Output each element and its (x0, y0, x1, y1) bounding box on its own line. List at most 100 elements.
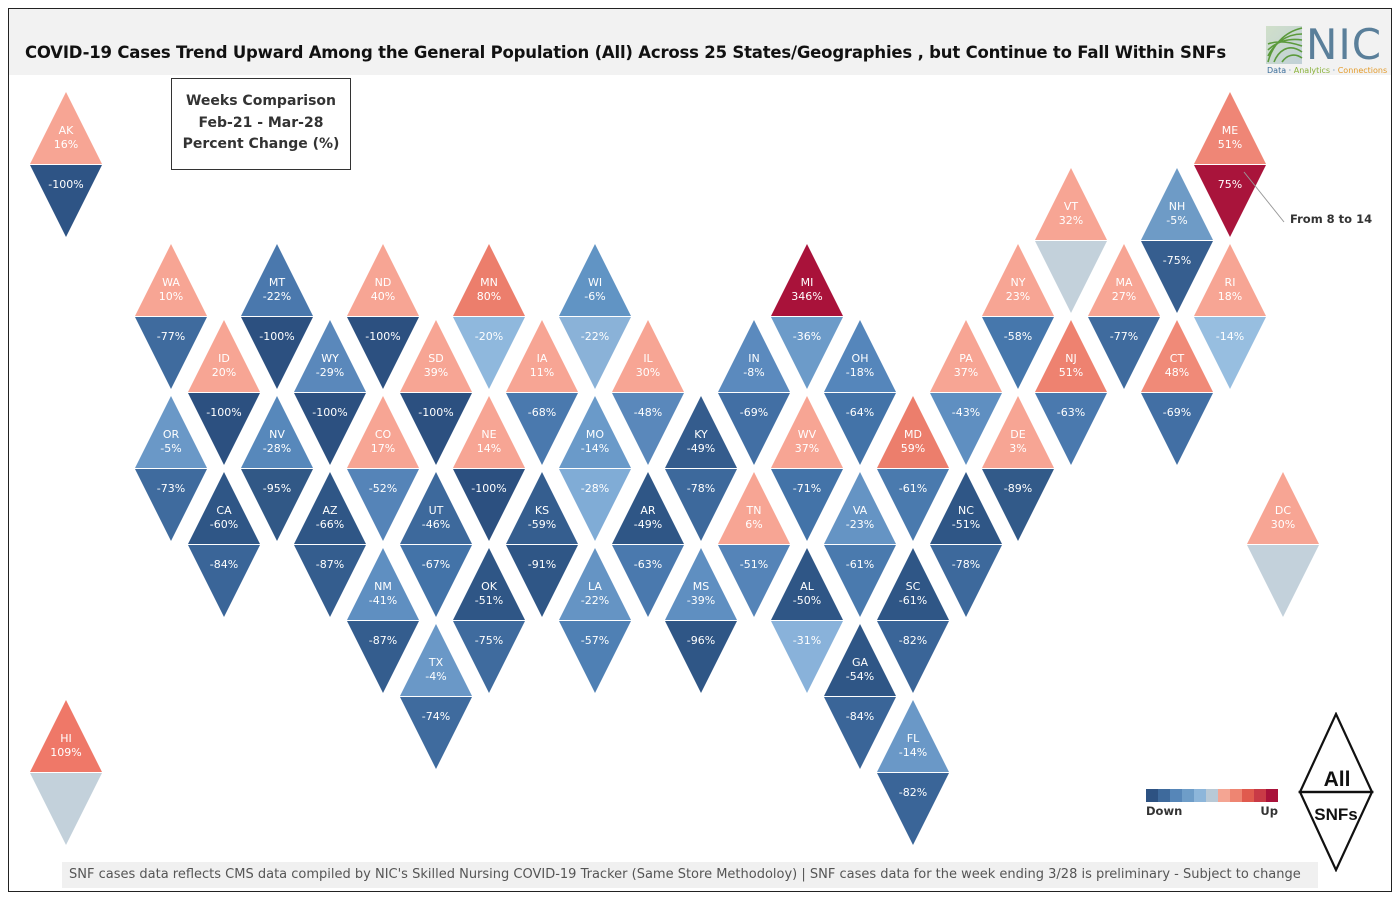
state-abbr-label: AL (800, 580, 815, 593)
snf-triangle (135, 317, 207, 389)
all-change-label: 11% (530, 366, 554, 379)
snf-change-label: -75% (1163, 254, 1191, 267)
state-tile-ga: GA-54% -84% (824, 624, 896, 769)
state-tile-mt: MT-22% -100% (241, 244, 313, 389)
snf-change-label: -67% (422, 558, 450, 571)
all-change-label: -28% (263, 442, 291, 455)
all-change-label: -23% (846, 518, 874, 531)
snf-change-label: -61% (846, 558, 874, 571)
snf-change-label: -57% (581, 634, 609, 647)
snf-change-label: -77% (157, 330, 185, 343)
snf-change-label: 75% (1218, 178, 1242, 191)
all-change-label: 37% (795, 442, 819, 455)
state-abbr-label: NM (374, 580, 392, 593)
snf-change-label: -91% (528, 558, 556, 571)
all-change-label: 30% (636, 366, 660, 379)
title-bar: COVID-19 Cases Trend Upward Among the Ge… (9, 9, 1391, 75)
callout-label: From 8 to 14 (1290, 212, 1373, 226)
color-scale-bar (1146, 789, 1278, 802)
snf-triangle (188, 545, 260, 617)
snf-triangle (930, 545, 1002, 617)
scale-down-label: Down (1146, 804, 1183, 818)
snf-change-label: -84% (846, 710, 874, 723)
state-abbr-label: WY (321, 352, 339, 365)
snf-triangle (506, 393, 578, 465)
all-population-triangle (347, 548, 419, 620)
all-change-label: 32% (1059, 214, 1083, 227)
snf-change-label: -14% (1216, 330, 1244, 343)
all-change-label: -4% (425, 670, 446, 683)
snf-triangle (718, 393, 790, 465)
snfs-key-label: SNFs (1314, 805, 1357, 824)
scale-swatch (1254, 789, 1266, 802)
all-population-triangle (930, 472, 1002, 544)
snf-change-label: -82% (899, 786, 927, 799)
state-abbr-label: LA (588, 580, 602, 593)
snf-change-label: -87% (369, 634, 397, 647)
all-change-label: -5% (160, 442, 181, 455)
snf-triangle (771, 621, 843, 693)
state-abbr-label: AZ (322, 504, 338, 517)
all-change-label: 37% (954, 366, 978, 379)
snf-change-label: -100% (418, 406, 453, 419)
snf-triangle (665, 469, 737, 541)
snf-change-label: -87% (316, 558, 344, 571)
state-abbr-label: NE (481, 428, 496, 441)
snf-change-label: -100% (259, 330, 294, 343)
state-abbr-label: CT (1170, 352, 1185, 365)
legend-line-1: Weeks Comparison (185, 93, 337, 109)
state-abbr-label: TX (428, 656, 444, 669)
all-change-label: 10% (159, 290, 183, 303)
state-abbr-label: VA (853, 504, 868, 517)
state-abbr-label: NC (958, 504, 974, 517)
state-tile-nv: NV-28% -95% (241, 396, 313, 541)
state-abbr-label: AK (59, 124, 75, 137)
all-population-triangle (771, 548, 843, 620)
snf-triangle (1088, 317, 1160, 389)
all-population-triangle (1247, 472, 1319, 544)
snf-change-label: -43% (952, 406, 980, 419)
snf-triangle (347, 469, 419, 541)
state-abbr-label: AR (640, 504, 656, 517)
scale-swatch (1194, 789, 1206, 802)
all-population-triangle (188, 472, 260, 544)
snf-triangle (347, 317, 419, 389)
all-change-label: -41% (369, 594, 397, 607)
all-population-triangle (453, 548, 525, 620)
all-population-triangle (982, 396, 1054, 468)
state-abbr-label: IL (643, 352, 653, 365)
snf-change-label: -61% (899, 482, 927, 495)
all-change-label: -66% (316, 518, 344, 531)
all-population-triangle (1141, 168, 1213, 240)
all-change-label: 23% (1006, 290, 1030, 303)
state-abbr-label: MS (693, 580, 709, 593)
all-change-label: -46% (422, 518, 450, 531)
state-tile-ut: UT-46% -67% (400, 472, 472, 617)
all-change-label: -49% (687, 442, 715, 455)
all-population-triangle (718, 472, 790, 544)
state-abbr-label: DE (1010, 428, 1025, 441)
all-change-label: 30% (1271, 518, 1295, 531)
all-change-label: 59% (901, 442, 925, 455)
snf-change-label: -74% (422, 710, 450, 723)
all-change-label: -14% (899, 746, 927, 759)
snf-triangle (241, 317, 313, 389)
legend-line-3: Percent Change (%) (182, 136, 340, 152)
color-scale-legend: Down Up (1146, 789, 1278, 819)
state-tile-az: AZ-66% -87% (294, 472, 366, 617)
state-tile-oh: OH-18% -64% (824, 320, 896, 465)
snf-triangle (1035, 241, 1107, 313)
all-population-triangle (400, 624, 472, 696)
all-change-label: -29% (316, 366, 344, 379)
snf-change-label: -69% (740, 406, 768, 419)
snf-change-label: -63% (1057, 406, 1085, 419)
snf-triangle (824, 697, 896, 769)
scale-up-label: Up (1260, 804, 1278, 818)
state-tile-tn: TN6% -51% (718, 472, 790, 617)
scale-swatch (1146, 789, 1158, 802)
snf-triangle (294, 393, 366, 465)
state-tile-ks: KS-59% -91% (506, 472, 578, 617)
